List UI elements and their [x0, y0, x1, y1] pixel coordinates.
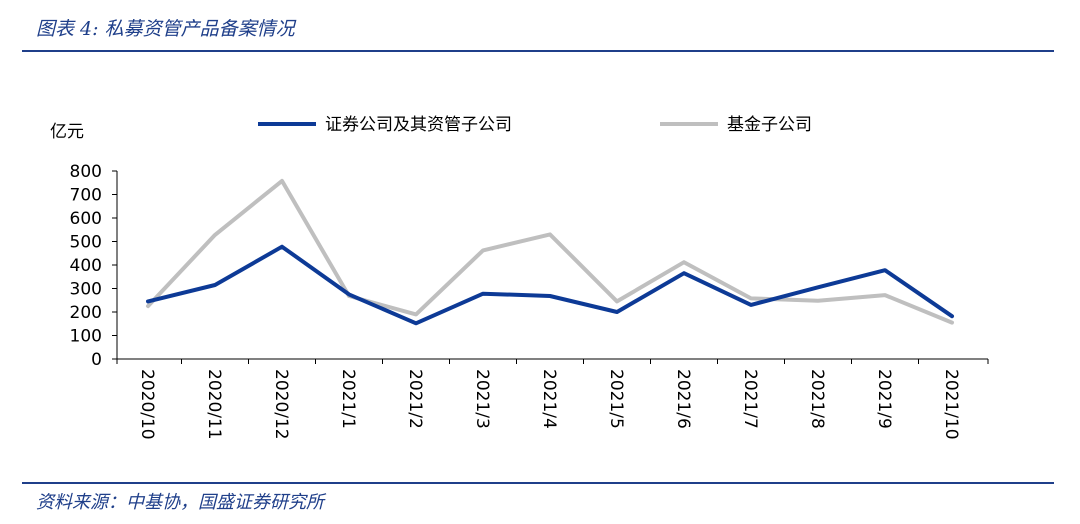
x-tick-label: 2021/8 — [807, 369, 827, 429]
y-tick-label: 0 — [91, 350, 102, 370]
axes: 0 100 200 300 400 500 600 700 800 2020/10 2020/11 2… — [70, 162, 989, 440]
y-tick-label: 300 — [70, 280, 102, 300]
source-rule — [22, 482, 1054, 484]
x-tick-label: 2021/10 — [941, 369, 961, 440]
x-tick-label: 2021/6 — [673, 369, 693, 429]
y-unit-label: 亿元 — [50, 122, 84, 142]
y-tick-label: 100 — [70, 327, 102, 347]
series-layer — [146, 178, 954, 326]
legend-label-1: 证券公司及其资管子公司 — [325, 115, 512, 135]
x-tick-label: 2020/12 — [271, 369, 291, 440]
legend: 证券公司及其资管子公司 基金子公司 — [258, 115, 812, 135]
x-tick-label: 2021/7 — [740, 369, 760, 429]
y-tick-label: 700 — [70, 186, 102, 206]
y-tick-label: 400 — [70, 256, 102, 276]
series-line-2 — [146, 178, 954, 325]
x-tick-label: 2021/1 — [338, 369, 358, 429]
legend-label-2: 基金子公司 — [727, 115, 812, 135]
series-line-1 — [146, 244, 954, 326]
x-tick-label: 2021/5 — [606, 369, 626, 429]
y-tick-label: 600 — [70, 209, 102, 229]
figure-source: 资料来源：中基协，国盛证券研究所 — [36, 492, 324, 513]
x-tick-label: 2021/2 — [405, 369, 425, 429]
x-tick-label: 2021/4 — [539, 369, 559, 429]
x-tick-label: 2021/9 — [874, 369, 894, 429]
y-tick-label: 800 — [70, 162, 102, 182]
x-tick-label: 2021/3 — [472, 369, 492, 429]
title-rule — [22, 50, 1054, 52]
x-tick-label: 2020/10 — [137, 369, 157, 440]
y-tick-label: 200 — [70, 303, 102, 323]
y-tick-label: 500 — [70, 233, 102, 253]
x-tick-label: 2020/11 — [204, 369, 224, 440]
figure-title: 图表 4: 私募资管产品备案情况 — [36, 18, 295, 40]
